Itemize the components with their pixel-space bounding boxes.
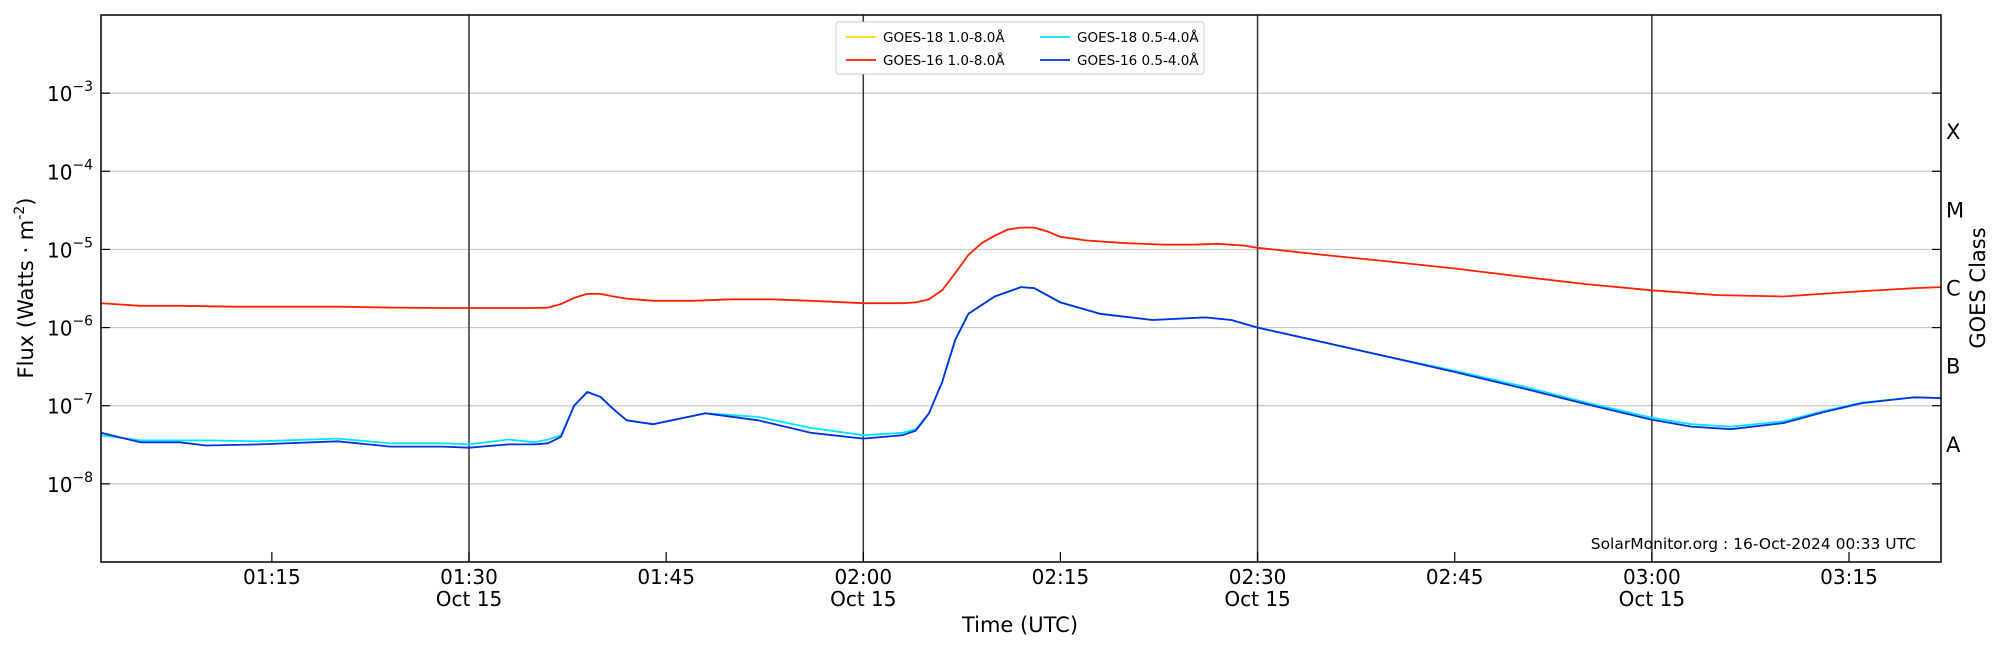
y-tick-label: 10−8	[47, 470, 93, 497]
x-tick-label: 02:15	[1032, 565, 1090, 589]
y-tick-exponent: −8	[72, 470, 93, 486]
right-axis-title: GOES Class	[1966, 227, 1990, 348]
y-tick-base: 10	[47, 473, 72, 497]
legend-entry: GOES-16 1.0-8.0Å	[883, 52, 1005, 69]
y-tick-exponent: −4	[72, 157, 93, 173]
watermark-text: SolarMonitor.org : 16-Oct-2024 00:33 UTC	[1591, 535, 1916, 553]
data-series	[100, 226, 1942, 449]
x-tick-label: 02:00	[834, 565, 892, 589]
legend-entry: GOES-18 1.0-8.0Å	[883, 29, 1005, 46]
x-tick-label: 01:30	[440, 565, 498, 589]
y-axis-title-main: Flux (Watts · m	[14, 220, 38, 379]
y-tick-label: 10−5	[47, 235, 93, 262]
x-tick-label: 02:45	[1426, 565, 1484, 589]
y-axis-title: Flux (Watts · m-2)	[12, 198, 38, 379]
x-tick-date-label: Oct 15	[830, 587, 896, 611]
goes-class-labels: A B C M X	[1946, 120, 1964, 457]
y-axis-title-close: )	[14, 198, 38, 206]
y-axis-ticks: 10−810−710−610−510−410−3	[47, 79, 1941, 497]
goes-class-label: B	[1946, 355, 1960, 379]
series-line-2	[100, 226, 1942, 309]
x-tick-date-label: Oct 15	[1224, 587, 1290, 611]
grid-lines	[101, 92, 1941, 485]
y-tick-label: 10−3	[47, 79, 93, 106]
x-axis-title: Time (UTC)	[961, 613, 1078, 637]
y-tick-base: 10	[47, 238, 72, 262]
day-boundary-lines	[468, 15, 1653, 562]
y-tick-base: 10	[47, 160, 72, 184]
y-tick-exponent: −3	[72, 79, 93, 95]
legend: GOES-18 1.0-8.0Å GOES-16 1.0-8.0Å GOES-18 …	[835, 21, 1205, 75]
y-tick-base: 10	[47, 82, 72, 106]
x-tick-label: 01:15	[243, 565, 301, 589]
goes-class-label: C	[1946, 277, 1961, 301]
x-tick-label: 03:15	[1820, 565, 1878, 589]
x-tick-label: 02:30	[1229, 565, 1287, 589]
y-tick-base: 10	[47, 317, 72, 341]
y-tick-exponent: −5	[72, 235, 93, 251]
series-line-4	[100, 286, 1942, 449]
x-tick-date-label: Oct 15	[436, 587, 502, 611]
y-tick-exponent: −6	[72, 314, 93, 330]
x-tick-label: 01:45	[637, 565, 695, 589]
legend-box	[835, 21, 1205, 75]
x-tick-date-label: Oct 15	[1619, 587, 1685, 611]
y-tick-base: 10	[47, 395, 72, 419]
series-line-3	[100, 286, 1942, 446]
goes-class-label: M	[1946, 198, 1964, 222]
y-tick-label: 10−7	[47, 392, 93, 419]
goes-class-label: A	[1946, 433, 1961, 457]
y-tick-exponent: −7	[72, 392, 93, 408]
y-axis-title-exponent: -2	[12, 206, 28, 220]
legend-entry: GOES-16 0.5-4.0Å	[1077, 52, 1199, 69]
legend-entry: GOES-18 0.5-4.0Å	[1077, 29, 1199, 46]
y-tick-label: 10−4	[47, 157, 93, 184]
x-tick-label: 03:00	[1623, 565, 1681, 589]
y-tick-label: 10−6	[47, 314, 93, 341]
goes-class-label: X	[1946, 120, 1960, 144]
plot-frame	[100, 14, 1942, 563]
